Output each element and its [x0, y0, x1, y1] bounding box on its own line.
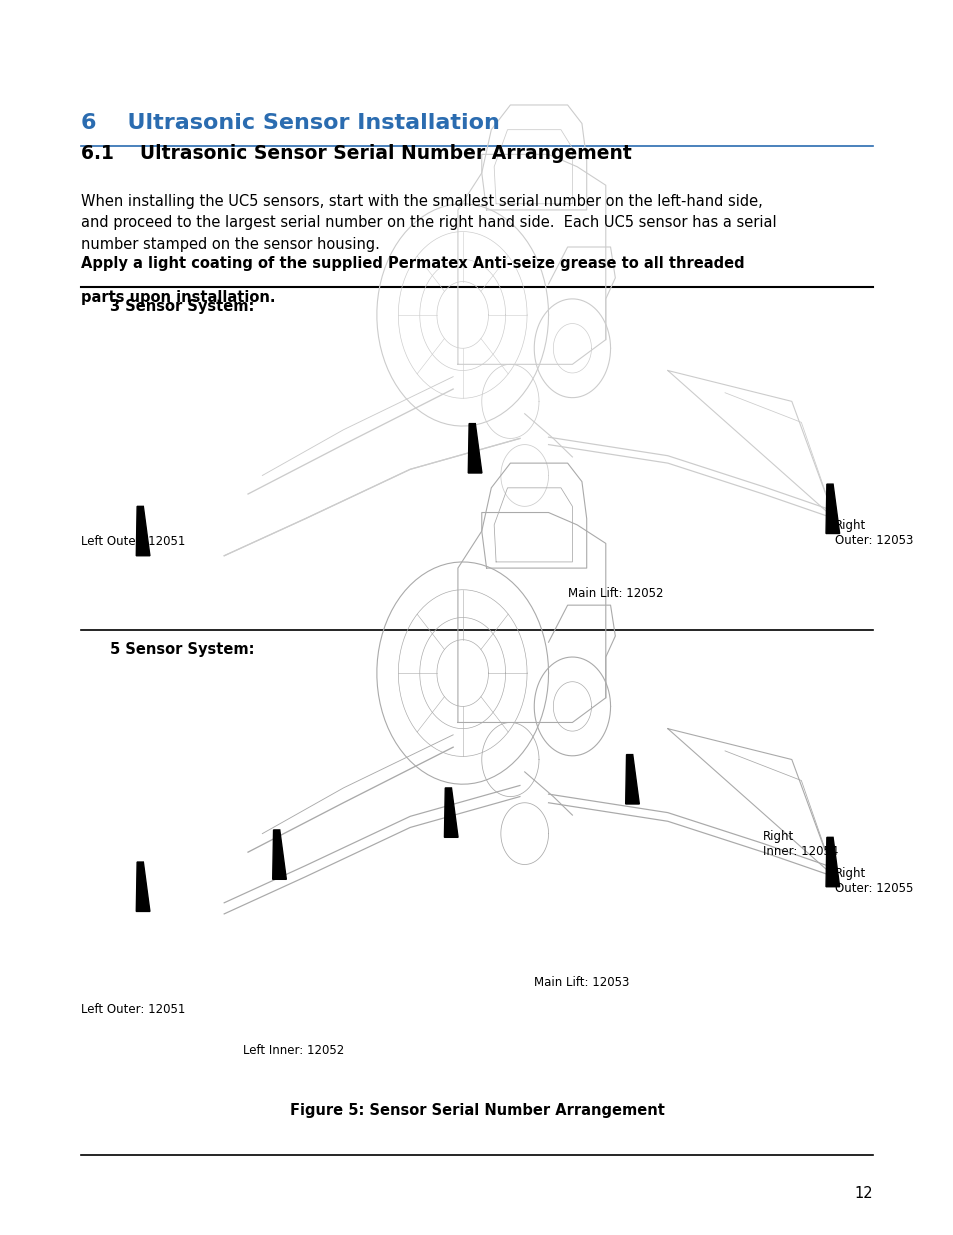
Text: 6    Ultrasonic Sensor Installation: 6 Ultrasonic Sensor Installation [81, 114, 499, 133]
Text: Right
Inner: 12054: Right Inner: 12054 [762, 830, 838, 858]
Polygon shape [444, 788, 457, 837]
Text: Main Lift: 12052: Main Lift: 12052 [567, 587, 662, 600]
Text: 3 Sensor System:: 3 Sensor System: [110, 299, 253, 314]
Polygon shape [136, 506, 150, 556]
Text: 5 Sensor System:: 5 Sensor System: [110, 642, 253, 657]
Text: Left Outer: 12051: Left Outer: 12051 [81, 1003, 185, 1016]
Polygon shape [825, 484, 839, 534]
Text: Apply a light coating of the supplied Permatex Anti-seize grease to all threaded: Apply a light coating of the supplied Pe… [81, 256, 744, 270]
Text: 12: 12 [853, 1186, 872, 1200]
Text: Right
Outer: 12055: Right Outer: 12055 [834, 867, 912, 895]
Polygon shape [625, 755, 639, 804]
Text: Left Inner: 12052: Left Inner: 12052 [243, 1044, 344, 1057]
Text: 6.1    Ultrasonic Sensor Serial Number Arrangement: 6.1 Ultrasonic Sensor Serial Number Arra… [81, 144, 631, 163]
Text: Main Lift: 12053: Main Lift: 12053 [534, 976, 629, 989]
Polygon shape [136, 862, 150, 911]
Text: When installing the UC5 sensors, start with the smallest serial number on the le: When installing the UC5 sensors, start w… [81, 194, 776, 252]
Polygon shape [825, 837, 839, 887]
Polygon shape [468, 424, 481, 473]
Text: Figure 5: Sensor Serial Number Arrangement: Figure 5: Sensor Serial Number Arrangeme… [290, 1103, 663, 1118]
Text: parts upon installation.: parts upon installation. [81, 290, 275, 305]
Text: Right
Outer: 12053: Right Outer: 12053 [834, 519, 912, 547]
Polygon shape [273, 830, 286, 879]
Text: Left Outer: 12051: Left Outer: 12051 [81, 535, 185, 548]
